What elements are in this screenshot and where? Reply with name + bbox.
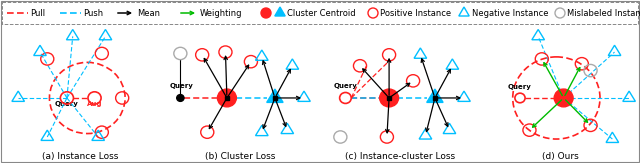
Text: Negative Instance: Negative Instance bbox=[472, 8, 548, 17]
Text: Mislabeled Instance: Mislabeled Instance bbox=[567, 8, 640, 17]
Text: Aug: Aug bbox=[87, 101, 102, 107]
Text: (c) Instance-cluster Loss: (c) Instance-cluster Loss bbox=[345, 152, 455, 161]
Text: Positive Instance: Positive Instance bbox=[380, 8, 451, 17]
Text: (b) Cluster Loss: (b) Cluster Loss bbox=[205, 152, 275, 161]
Text: Mean: Mean bbox=[137, 8, 160, 17]
Circle shape bbox=[554, 89, 573, 107]
Text: (d) Ours: (d) Ours bbox=[541, 152, 579, 161]
Circle shape bbox=[380, 89, 399, 107]
Text: (a) Instance Loss: (a) Instance Loss bbox=[42, 152, 118, 161]
Text: Query: Query bbox=[170, 83, 194, 89]
Text: Query: Query bbox=[55, 101, 79, 107]
Text: Query: Query bbox=[333, 83, 357, 89]
Text: Weighting: Weighting bbox=[200, 8, 243, 17]
Circle shape bbox=[177, 95, 184, 101]
Circle shape bbox=[218, 89, 236, 107]
Bar bbox=[2, 2, 638, 24]
Text: Cluster Centroid: Cluster Centroid bbox=[287, 8, 356, 17]
Text: Pull: Pull bbox=[30, 8, 45, 17]
Circle shape bbox=[261, 8, 271, 18]
Text: Push: Push bbox=[83, 8, 103, 17]
Text: Query: Query bbox=[508, 84, 532, 90]
